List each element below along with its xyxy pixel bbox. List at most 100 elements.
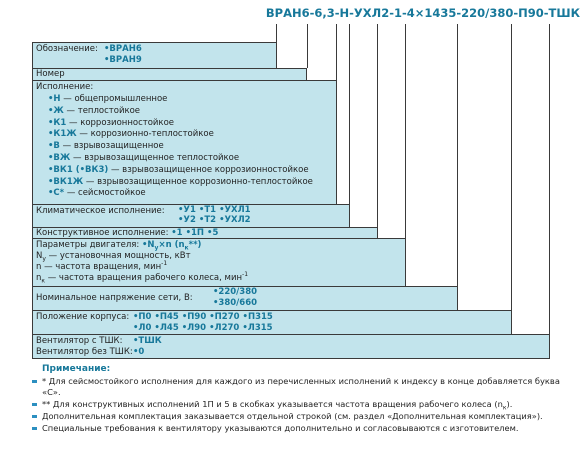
execution-item: •ВК1Ж — взрывозащищенное коррозионно-теп…: [48, 177, 313, 188]
execution-item: •ВК1 (•ВК3) — взрывозащищенное коррозион…: [48, 165, 309, 176]
option: •1П: [185, 228, 205, 238]
option: •ВРАН9: [104, 55, 142, 65]
text: — коррозионностойкое: [66, 117, 174, 128]
execution-item: •К1Ж — коррозионно-теплостойкое: [48, 129, 214, 140]
connector: [377, 24, 378, 227]
motor-line: nк — частота вращения рабочего колеса, м…: [36, 271, 249, 285]
option: •1: [171, 228, 183, 238]
connector: [511, 24, 512, 310]
bullet: [32, 415, 37, 418]
text: -1: [161, 260, 168, 268]
option: •П45: [154, 312, 179, 322]
text: — коррозионно-теплостойкое: [76, 129, 214, 140]
option: •Л45: [154, 323, 179, 333]
formula: **): [188, 240, 202, 250]
text: — взрывозащищенное теплостойкое: [70, 153, 240, 163]
box: [32, 310, 512, 335]
label: Обозначение:: [36, 44, 98, 54]
box: [32, 238, 406, 287]
option: •0: [133, 347, 145, 357]
option: •П270: [209, 312, 240, 322]
connector: [349, 24, 350, 204]
note: * Для сейсмостойкого исполнения для кажд…: [42, 376, 560, 397]
box: [32, 286, 458, 311]
option: •Т1: [198, 205, 217, 215]
text: — сейсмостойкое: [64, 188, 146, 199]
option-row: •У2 •Т2 •УХЛ2: [178, 215, 254, 226]
execution-item: •Н — общепромышленное: [48, 94, 167, 105]
text: n — частота вращения, мин: [36, 262, 162, 272]
label: Номинальное напряжение сети, В:: [36, 293, 193, 303]
option: •ТШК: [133, 336, 162, 346]
label: Положение корпуса:: [36, 312, 130, 322]
notes-title: Примечание:: [42, 364, 111, 374]
formula: •N: [142, 240, 155, 250]
label: Вентилятор с ТШК:: [36, 336, 123, 346]
note: ** Для конструктивных исполнений 1П и 5 …: [42, 399, 580, 412]
option: •К1: [48, 117, 67, 128]
option-row: •Л0 •Л45 •Л90 •Л270 •Л315: [133, 323, 276, 334]
text: ** Для конструктивных исполнений 1П и 5 …: [42, 399, 503, 409]
bullet: [32, 403, 37, 406]
option: •П0: [133, 312, 152, 322]
connector: [457, 24, 458, 286]
option: •В: [48, 141, 60, 152]
text: — взрывозащищенное: [59, 141, 164, 152]
text: — установочная мощность, кВт: [45, 251, 191, 261]
execution-item: •В — взрывозащищенное: [48, 141, 164, 152]
option: •ВК1 (•ВК3): [48, 164, 109, 175]
option: •Ж: [48, 105, 64, 116]
option-row: •П0 •П45 •П90 •П270 •П315: [133, 312, 276, 323]
execution-item: •Ж — теплостойкое: [48, 106, 140, 117]
option: •380/660: [213, 298, 258, 308]
option: •С*: [48, 188, 65, 199]
execution-item: •ВЖ — взрывозащищенное теплостойкое: [48, 153, 239, 164]
text: к: [41, 277, 46, 285]
option: •УХЛ2: [219, 215, 251, 225]
motor-line: n — частота вращения, мин-1: [36, 260, 168, 273]
execution-item: •К1 — коррозионностойкое: [48, 118, 174, 129]
text: к: [502, 404, 507, 412]
connector: [405, 24, 406, 238]
formula: к: [184, 244, 189, 252]
label: Номер: [36, 69, 65, 79]
option: •Л315: [242, 323, 273, 333]
option: •Н: [48, 94, 61, 104]
option: •Л270: [209, 323, 240, 333]
option: •П90: [181, 312, 207, 322]
designation-code: ВРАН6-6,3-Н-УХЛ2-1-4×1435-220/380-П90-ТШ…: [265, 6, 580, 20]
option-row: •У1 •Т1 •УХЛ1: [178, 205, 254, 216]
label: Параметры двигателя:: [36, 240, 140, 250]
motor-row: Параметры двигателя: •Nу×n (nк**): [36, 240, 201, 251]
option: •К1Ж: [48, 129, 77, 140]
connector: [276, 24, 277, 42]
note: Дополнительная комплектация заказывается…: [42, 411, 543, 421]
option: •Л90: [181, 323, 207, 333]
box: [32, 204, 350, 228]
box: [32, 68, 307, 81]
label: Климатическое исполнение:: [36, 206, 165, 216]
label: Вентилятор без ТШК:: [36, 347, 133, 357]
box: [32, 42, 277, 69]
motor-line: Nу — установочная мощность, кВт: [36, 251, 191, 262]
note: Специальные требования к вентилятору ука…: [42, 423, 519, 433]
connector: [549, 24, 550, 334]
option: •ВК1Ж: [48, 176, 84, 187]
text: n: [36, 273, 42, 283]
connector: [307, 24, 308, 68]
connector: [336, 24, 337, 80]
formula: у: [154, 244, 159, 252]
option: •5: [207, 228, 219, 238]
option: •Т2: [198, 215, 217, 225]
option: •У2: [178, 215, 196, 225]
option: •УХЛ1: [219, 205, 251, 215]
text: у: [42, 255, 46, 263]
text: N: [36, 251, 43, 261]
text: — общепромышленное: [60, 94, 168, 104]
bullet: [32, 380, 37, 383]
label: Исполнение:: [36, 82, 94, 92]
text: — теплостойкое: [63, 105, 141, 116]
label: Конструктивное исполнение: •1 •1П •5: [36, 228, 221, 239]
text: -1: [242, 271, 249, 279]
